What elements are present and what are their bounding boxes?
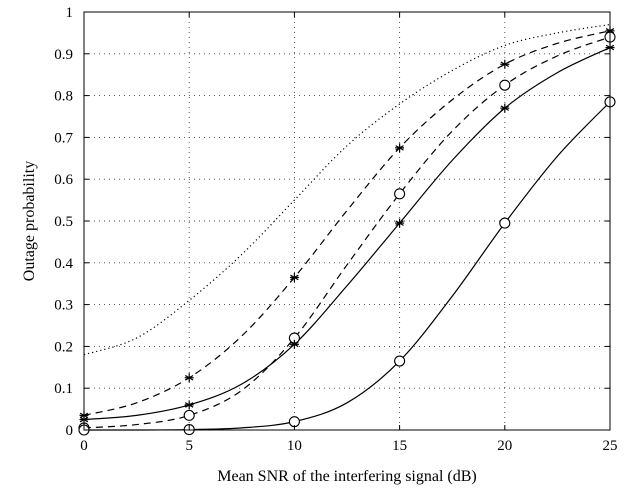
star-marker bbox=[500, 59, 510, 69]
star-marker bbox=[184, 373, 194, 383]
y-tick-label: 0.4 bbox=[54, 256, 73, 272]
y-tick-label: 0.3 bbox=[54, 298, 73, 314]
y-tick-label: 0.8 bbox=[54, 89, 73, 105]
star-marker bbox=[395, 218, 405, 228]
grid bbox=[84, 12, 610, 430]
star-marker bbox=[289, 272, 299, 282]
y-tick-label: 0.6 bbox=[54, 172, 73, 188]
circle-marker bbox=[499, 217, 511, 229]
series-line-3-dashed bbox=[83, 36, 611, 429]
star-marker bbox=[395, 143, 405, 153]
x-tick-label: 15 bbox=[392, 438, 407, 454]
star-marker bbox=[289, 339, 299, 349]
circle-marker bbox=[499, 79, 511, 91]
series-line-2-dashed bbox=[83, 30, 611, 416]
y-tick-label: 0.1 bbox=[54, 381, 73, 397]
series-line-1-dotted bbox=[83, 23, 611, 356]
circle-marker bbox=[394, 188, 406, 200]
circle-marker bbox=[183, 409, 195, 421]
y-tick-label: 0 bbox=[66, 423, 74, 439]
x-tick-label: 5 bbox=[185, 438, 193, 454]
circle-marker bbox=[394, 355, 406, 367]
y-tick-label: 0.9 bbox=[54, 47, 73, 63]
marker-layer bbox=[78, 26, 616, 436]
star-marker bbox=[184, 400, 194, 410]
series-line-4-solid bbox=[83, 46, 611, 421]
y-tick-label: 0.2 bbox=[54, 339, 73, 355]
star-marker bbox=[500, 103, 510, 113]
ticks: 0 5 10 15 20 25 0 0.1 0.2 0.3 0.4 0.5 0.6 0.7 0.8 0.9 1 bbox=[54, 5, 617, 454]
plot-frame bbox=[83, 11, 611, 431]
y-axis-label: Outage probability bbox=[21, 161, 38, 281]
x-tick-label: 0 bbox=[80, 438, 88, 454]
x-tick-label: 25 bbox=[603, 438, 618, 454]
y-tick-label: 0.5 bbox=[54, 214, 73, 230]
y-tick-label: 1 bbox=[66, 5, 74, 21]
x-axis-label: Mean SNR of the interfering signal (dB) bbox=[217, 468, 477, 485]
x-tick-label: 10 bbox=[287, 438, 302, 454]
x-tick-label: 20 bbox=[497, 438, 512, 454]
series-line-5-solid bbox=[83, 101, 611, 431]
series-layer bbox=[83, 23, 611, 431]
y-tick-label: 0.7 bbox=[54, 130, 73, 146]
